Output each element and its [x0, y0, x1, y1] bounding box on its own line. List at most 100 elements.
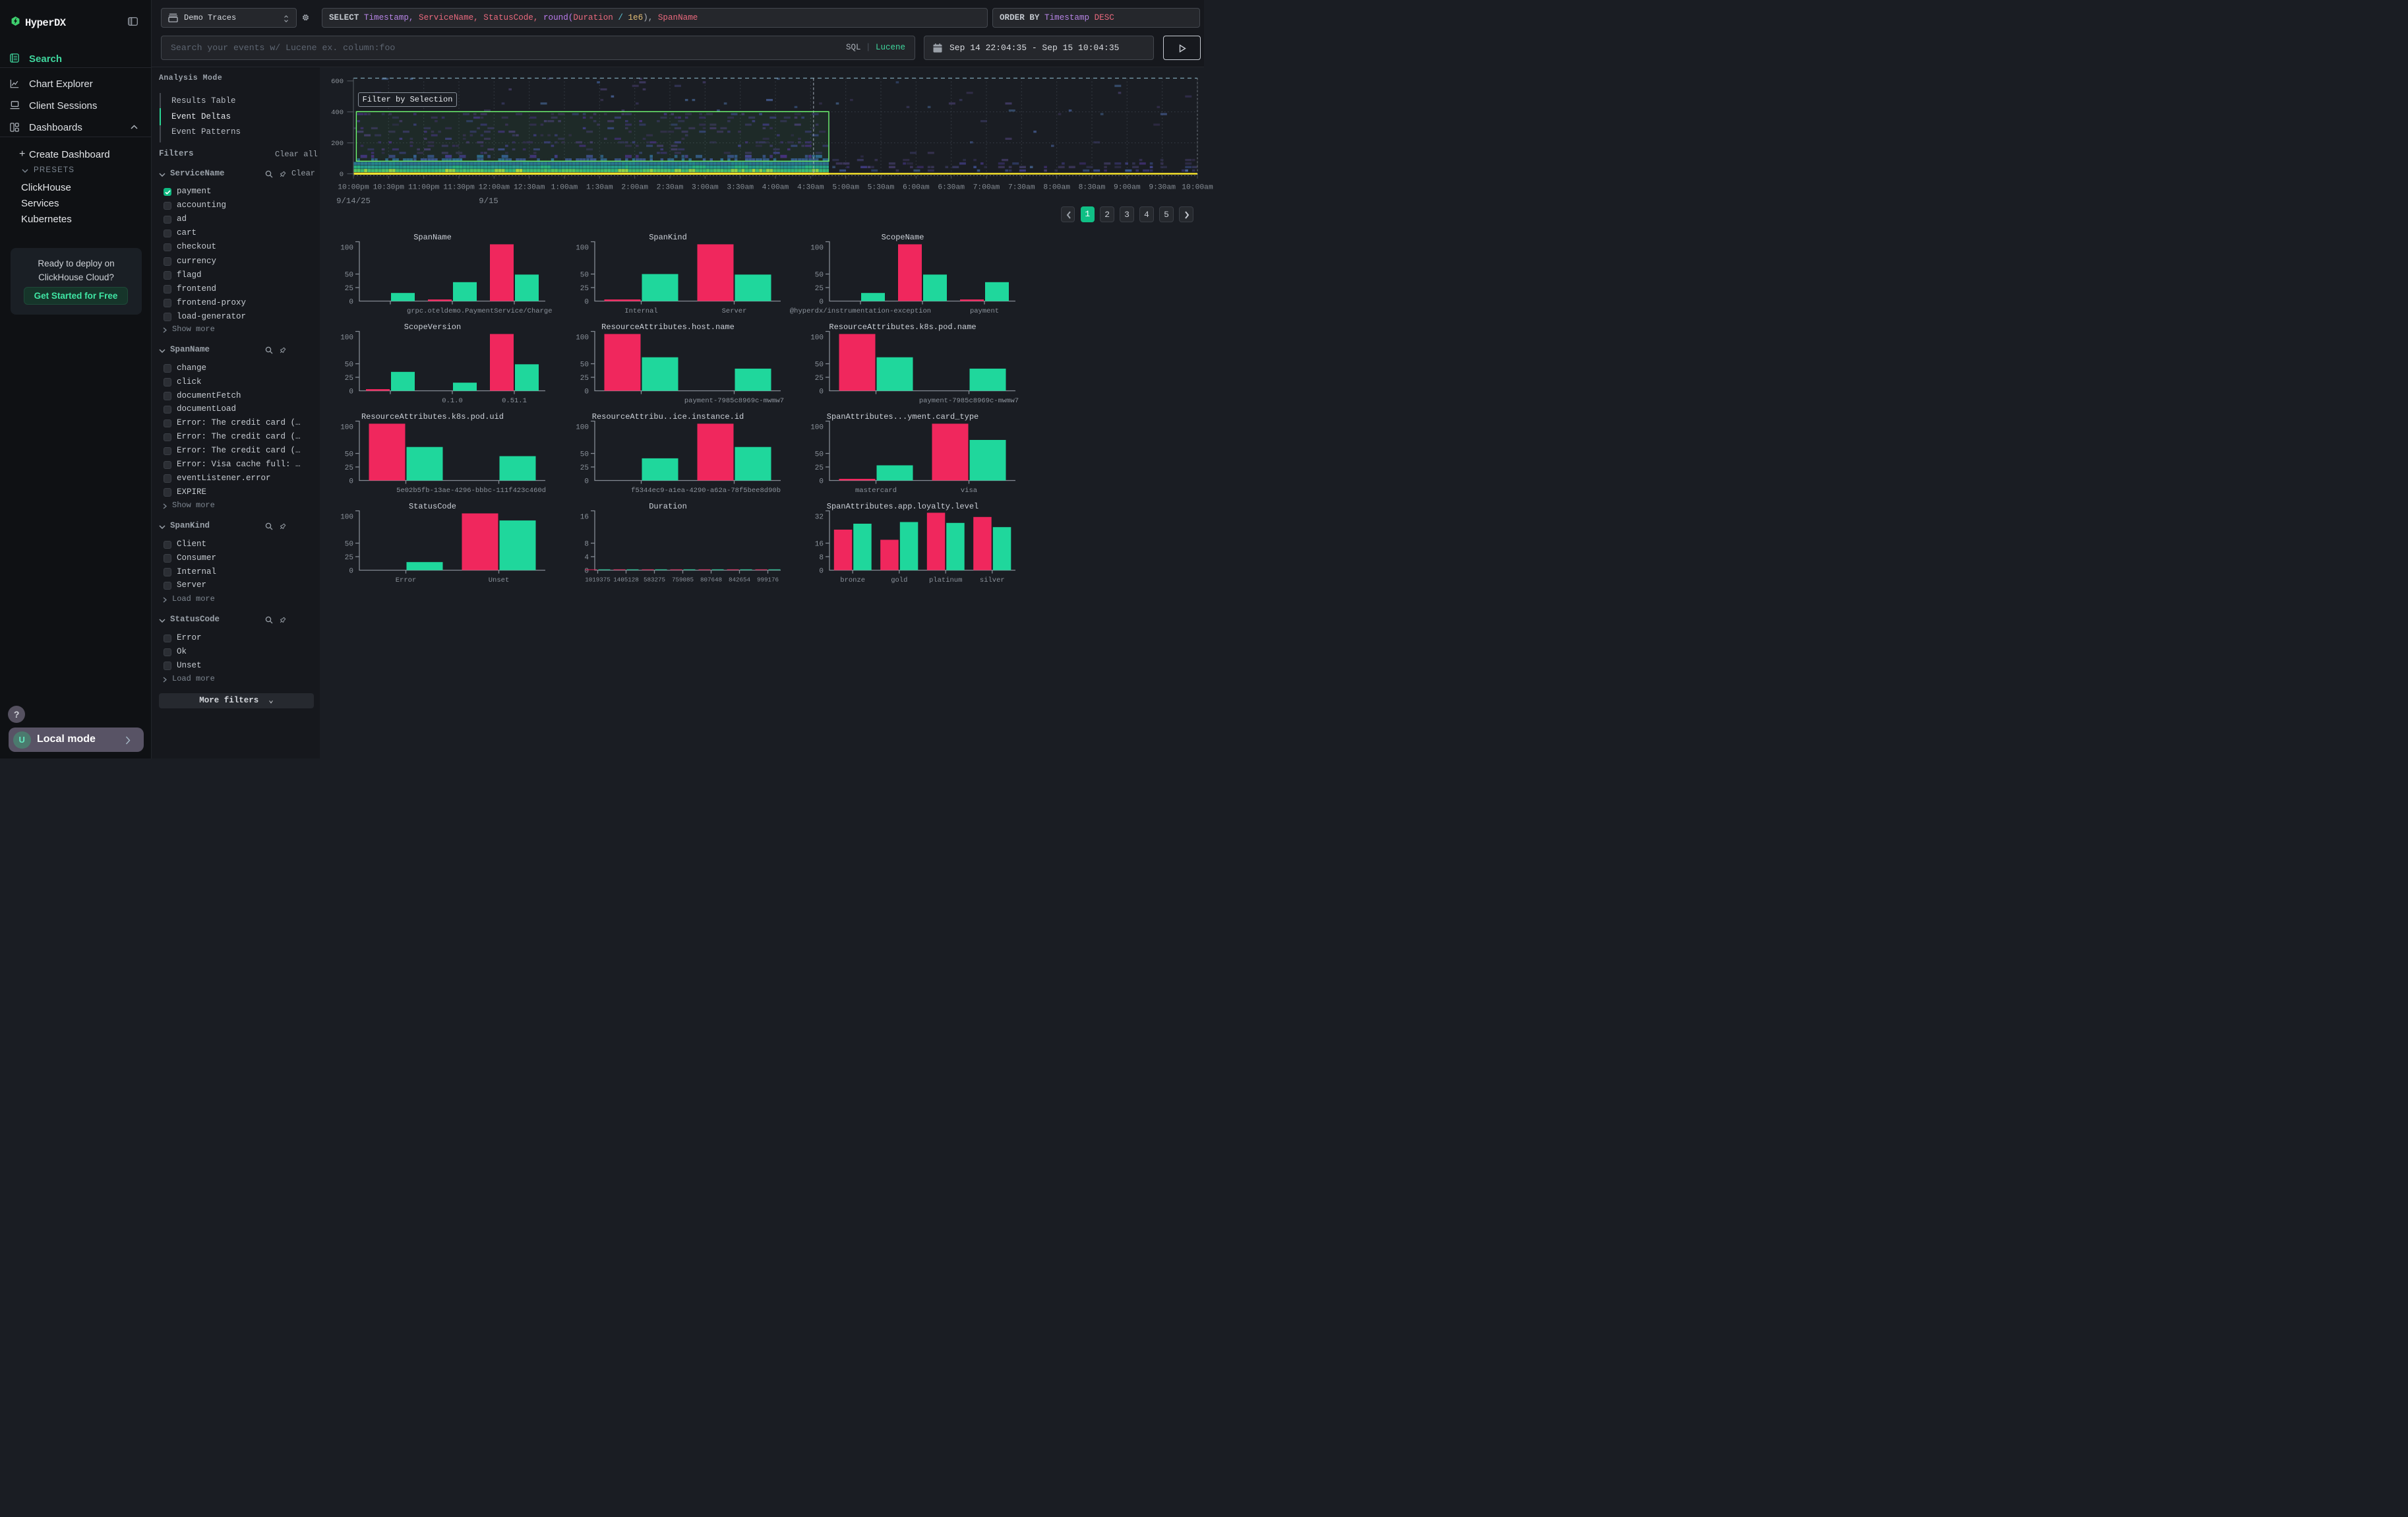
svg-text:0: 0 — [584, 299, 589, 307]
svg-text:16: 16 — [580, 514, 588, 522]
svg-text:0: 0 — [584, 388, 589, 396]
svg-text:0: 0 — [349, 299, 353, 307]
svg-text:7:00am: 7:00am — [973, 184, 1000, 192]
svg-text:25: 25 — [815, 375, 824, 383]
svg-text:SpanKind: SpanKind — [649, 233, 687, 242]
svg-text:8: 8 — [819, 554, 824, 562]
svg-text:50: 50 — [815, 361, 824, 369]
svg-text:ScopeVersion: ScopeVersion — [404, 323, 461, 332]
svg-text:100: 100 — [576, 424, 589, 432]
svg-text:Error: Error — [396, 576, 417, 584]
svg-text:5e02b5fb-13ae-4296-bbbc-111f42: 5e02b5fb-13ae-4296-bbbc-111f423c460d — [396, 487, 546, 495]
svg-text:platinum: platinum — [929, 576, 962, 584]
svg-text:11:30pm: 11:30pm — [443, 184, 475, 192]
svg-text:600: 600 — [331, 78, 344, 86]
svg-text:50: 50 — [580, 272, 588, 280]
svg-text:ResourceAttributes.k8s.pod.nam: ResourceAttributes.k8s.pod.name — [829, 323, 976, 332]
svg-text:50: 50 — [345, 451, 353, 459]
svg-text:50: 50 — [345, 272, 353, 280]
svg-text:25: 25 — [580, 464, 588, 472]
svg-text:1405128: 1405128 — [613, 576, 639, 584]
svg-text:9/15: 9/15 — [479, 197, 498, 206]
svg-text:4: 4 — [584, 554, 589, 562]
svg-text:100: 100 — [810, 245, 824, 253]
svg-text:6:30am: 6:30am — [938, 184, 965, 192]
svg-text:0.1.0: 0.1.0 — [442, 397, 463, 405]
svg-text:0: 0 — [819, 388, 824, 396]
svg-text:ScopeName: ScopeName — [882, 233, 924, 242]
svg-text:payment-7985c8969c-mwmw7: payment-7985c8969c-mwmw7 — [919, 397, 1019, 405]
svg-text:100: 100 — [576, 334, 589, 342]
svg-text:Unset: Unset — [489, 576, 510, 584]
svg-text:25: 25 — [345, 285, 353, 293]
svg-text:0: 0 — [819, 478, 824, 486]
svg-text:100: 100 — [810, 334, 824, 342]
svg-text:1:00am: 1:00am — [551, 184, 578, 192]
svg-text:9/14/25: 9/14/25 — [336, 197, 371, 206]
svg-text:0: 0 — [584, 478, 589, 486]
svg-text:5:30am: 5:30am — [868, 184, 895, 192]
svg-text:6:00am: 6:00am — [903, 184, 930, 192]
svg-text:25: 25 — [580, 375, 588, 383]
svg-text:10:00am: 10:00am — [1182, 184, 1213, 192]
svg-text:0: 0 — [349, 568, 353, 576]
svg-text:ResourceAttributes.host.name: ResourceAttributes.host.name — [601, 323, 735, 332]
svg-text:25: 25 — [345, 554, 353, 562]
svg-text:100: 100 — [340, 245, 353, 253]
svg-text:10:00pm: 10:00pm — [338, 184, 369, 192]
svg-text:50: 50 — [815, 451, 824, 459]
svg-text:ResourceAttributes.k8s.pod.uid: ResourceAttributes.k8s.pod.uid — [361, 412, 504, 421]
svg-text:StatusCode: StatusCode — [409, 502, 456, 511]
svg-text:gold: gold — [891, 576, 907, 584]
svg-text:2:30am: 2:30am — [657, 184, 684, 192]
svg-text:SpanAttributes.app.loyalty.lev: SpanAttributes.app.loyalty.level — [827, 502, 978, 511]
svg-text:visa: visa — [961, 487, 977, 495]
svg-text:12:30am: 12:30am — [514, 184, 545, 192]
svg-text:16: 16 — [815, 541, 824, 549]
svg-text:842654: 842654 — [728, 576, 750, 584]
svg-text:9:30am: 9:30am — [1149, 184, 1176, 192]
svg-text:5:00am: 5:00am — [832, 184, 859, 192]
svg-text:4:30am: 4:30am — [797, 184, 824, 192]
svg-text:Server: Server — [721, 307, 746, 315]
svg-text:4:00am: 4:00am — [762, 184, 789, 192]
svg-text:mastercard: mastercard — [855, 487, 897, 495]
svg-text:25: 25 — [345, 375, 353, 383]
svg-text:3:00am: 3:00am — [692, 184, 719, 192]
svg-text:583275: 583275 — [643, 576, 665, 584]
svg-text:400: 400 — [331, 109, 344, 117]
svg-text:0: 0 — [819, 299, 824, 307]
svg-text:0.51.1: 0.51.1 — [502, 397, 527, 405]
svg-text:Duration: Duration — [649, 502, 687, 511]
svg-text:3:30am: 3:30am — [727, 184, 754, 192]
svg-text:10:30pm: 10:30pm — [373, 184, 405, 192]
svg-text:25: 25 — [815, 285, 824, 293]
svg-text:payment-7985c8969c-mwmw7: payment-7985c8969c-mwmw7 — [684, 397, 783, 405]
svg-text:grpc.oteldemo.PaymentService/C: grpc.oteldemo.PaymentService/Charge — [407, 307, 553, 315]
svg-text:50: 50 — [815, 272, 824, 280]
svg-text:100: 100 — [340, 334, 353, 342]
svg-text:100: 100 — [576, 245, 589, 253]
svg-text:25: 25 — [345, 464, 353, 472]
svg-text:25: 25 — [580, 285, 588, 293]
svg-text:1019375: 1019375 — [585, 576, 611, 584]
svg-text:0: 0 — [349, 388, 353, 396]
svg-text:999176: 999176 — [756, 576, 778, 584]
svg-text:bronze: bronze — [840, 576, 865, 584]
svg-text:25: 25 — [815, 464, 824, 472]
svg-text:0: 0 — [349, 478, 353, 486]
svg-text:Internal: Internal — [624, 307, 657, 315]
svg-text:SpanName: SpanName — [413, 233, 452, 242]
svg-text:SpanAttributes...yment.card_ty: SpanAttributes...yment.card_type — [827, 412, 978, 421]
svg-text:0: 0 — [819, 568, 824, 576]
svg-text:50: 50 — [345, 361, 353, 369]
svg-text:100: 100 — [340, 514, 353, 522]
svg-text:f5344ec9-a1ea-4290-a62a-78f5be: f5344ec9-a1ea-4290-a62a-78f5bee8d90b — [631, 487, 781, 495]
svg-text:8:00am: 8:00am — [1043, 184, 1070, 192]
svg-text:silver: silver — [980, 576, 1005, 584]
svg-text:7:30am: 7:30am — [1008, 184, 1035, 192]
svg-text:12:00am: 12:00am — [479, 184, 510, 192]
svg-text:100: 100 — [340, 424, 353, 432]
svg-text:807648: 807648 — [700, 576, 721, 584]
svg-text:50: 50 — [580, 361, 588, 369]
